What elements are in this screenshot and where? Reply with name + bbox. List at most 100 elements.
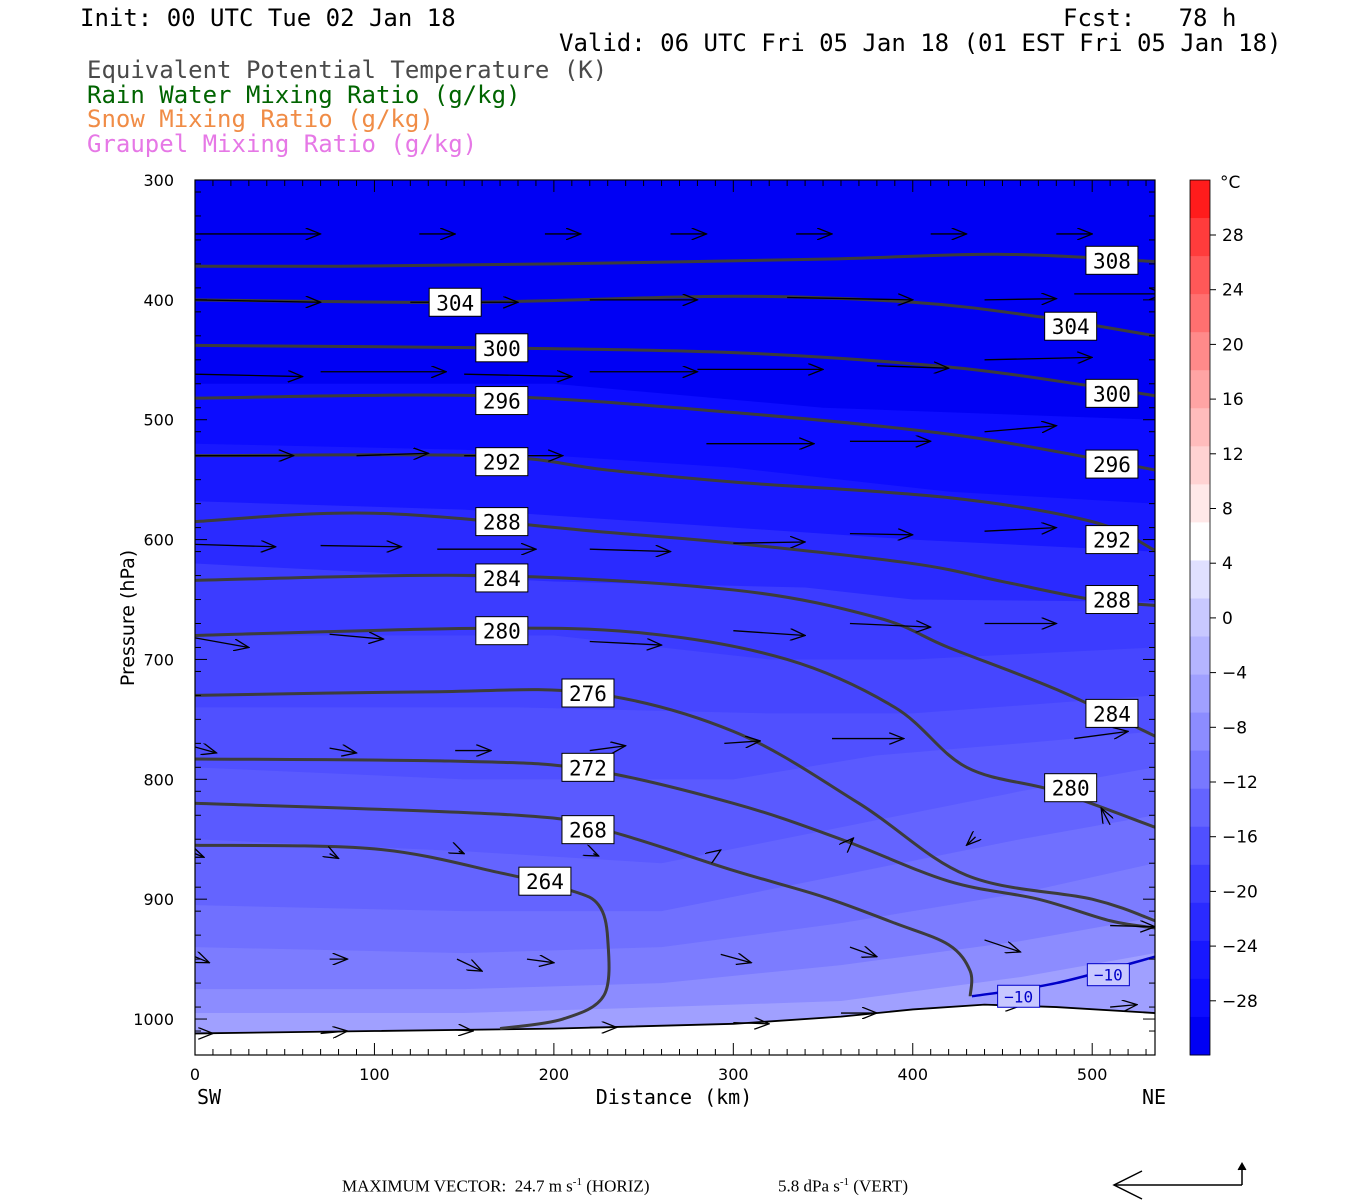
contour-label: 288: [1093, 589, 1131, 613]
left-end-label: SW: [197, 1085, 222, 1109]
contour-label: 308: [1093, 249, 1131, 273]
colorbar-swatch: [1190, 180, 1210, 219]
wind-vector: [724, 741, 760, 743]
x-tick-label: 500: [1077, 1065, 1108, 1084]
wind-vector: [1110, 1005, 1137, 1007]
colorbar-swatch: [1190, 408, 1210, 447]
field-label-rain: Rain Water Mixing Ratio (g/kg): [87, 81, 521, 109]
wind-vector: [876, 366, 949, 368]
colorbar: °C 28 24 20 16 12 8 4 0 −4 −8 −12 −16 −20 −24 −28: [1189, 173, 1258, 1056]
colorbar-swatch: [1190, 332, 1210, 371]
contour-label-box: [1085, 449, 1139, 479]
contour-label: 276: [569, 682, 607, 706]
plot-area: [195, 180, 1155, 1055]
wind-vector: [1110, 926, 1155, 927]
wind-vector: [320, 546, 402, 547]
contour-label-box: [1085, 378, 1139, 408]
colorbar-swatch: [1190, 902, 1210, 942]
contour-label-box: [1044, 773, 1098, 803]
theta-e-contour-296: [195, 393, 1155, 472]
contour-label: 268: [569, 819, 607, 843]
contour-label-box: [475, 616, 529, 646]
wind-vector: [720, 954, 752, 962]
wind-vector: [733, 631, 805, 636]
colorbar-swatch: [1190, 598, 1210, 638]
contour-label-box: [1085, 585, 1139, 615]
colorbar-swatch: [1190, 864, 1210, 904]
wind-vector: [320, 1031, 348, 1033]
contour-label-box: [475, 386, 529, 416]
right-end-label: NE: [1142, 1085, 1166, 1109]
contour-label-box: [1085, 245, 1139, 275]
colorbar-label: 12: [1222, 445, 1244, 465]
wind-vector: [456, 958, 482, 971]
wind-vector: [195, 637, 249, 648]
valid-time: Valid: 06 UTC Fri 05 Jan 18 (01 EST Fri …: [559, 29, 1282, 57]
field-label-graupel: Graupel Mixing Ratio (g/kg): [87, 130, 478, 158]
contour-label: 284: [1093, 702, 1131, 726]
field-label-snow: Snow Mixing Ratio (g/kg): [87, 105, 434, 133]
y-axis-label: Pressure (hPa): [117, 550, 139, 686]
contour-label-box: [1085, 525, 1139, 555]
x-tick-label: 100: [359, 1065, 390, 1084]
wind-vector: [593, 854, 598, 856]
contour-label: 292: [1093, 529, 1131, 553]
theta-e-contour-300: [195, 343, 1155, 398]
contour-label-box: [561, 815, 615, 845]
theta-e-contour-284: [195, 573, 1155, 738]
theta-e-contour-280: [195, 626, 1155, 829]
contour-label: 296: [483, 390, 521, 414]
init-time: Init: 00 UTC Tue 02 Jan 18: [80, 4, 456, 32]
contour-label-box: [475, 333, 529, 363]
colorbar-swatch: [1190, 978, 1210, 1018]
contour-label-box: [561, 752, 615, 782]
contour-label: 288: [483, 511, 521, 535]
contour-label: 272: [569, 756, 607, 780]
colorbar-swatch: [1190, 1016, 1210, 1056]
theta-e-contour-292: [195, 453, 1155, 552]
x-tick-label: 200: [539, 1065, 570, 1084]
contour-label-box: [561, 678, 615, 708]
contour-label: 300: [1093, 382, 1131, 406]
colorbar-swatch: [1190, 484, 1210, 523]
colorbar-swatch: [1190, 294, 1210, 333]
wind-vector: [329, 634, 384, 639]
contour-label: 296: [1093, 453, 1131, 477]
colorbar-label: −24: [1222, 937, 1258, 957]
wind-vector: [984, 357, 1093, 359]
wind-vector: [195, 747, 217, 753]
colorbar-label: 16: [1222, 390, 1244, 410]
colorbar-swatch: [1190, 712, 1210, 752]
wind-vector: [787, 297, 913, 299]
colorbar-swatch: [1190, 560, 1210, 599]
y-tick-label: 700: [143, 650, 174, 669]
wind-vector: [733, 542, 805, 543]
contour-label-box: [1044, 311, 1098, 341]
wind-vector: [356, 453, 428, 455]
wind-vector: [733, 1023, 769, 1024]
colorbar-swatch: [1190, 446, 1210, 485]
wind-vector: [455, 1030, 473, 1031]
colorbar-swatch: [1190, 218, 1210, 257]
colorbar-label: −12: [1222, 773, 1258, 793]
contour-label: 280: [1052, 777, 1090, 801]
wind-vector: [329, 748, 357, 753]
colorbar-label: −16: [1222, 828, 1258, 848]
theta-e-contour-268: [195, 801, 974, 997]
max-vector-vertical: 5.8 dPa s-1 (VERT): [778, 1176, 908, 1196]
wind-vector: [967, 837, 976, 845]
temperature-label-box: [997, 984, 1041, 1008]
colorbar-label: −20: [1222, 882, 1258, 902]
wind-vector: [984, 299, 1057, 300]
field-label-theta-e: Equivalent Potential Temperature (K): [87, 56, 608, 84]
wind-vector: [589, 549, 671, 551]
theta-e-contour-264: [195, 843, 611, 1031]
contour-label: 300: [483, 337, 521, 361]
x-tick-label: 0: [190, 1065, 200, 1084]
wind-vector: [984, 426, 1057, 432]
colorbar-swatch: [1190, 788, 1210, 828]
x-tick-label: 300: [718, 1065, 749, 1084]
temperature-contour--10: [971, 955, 1155, 998]
wind-vector: [330, 854, 339, 859]
